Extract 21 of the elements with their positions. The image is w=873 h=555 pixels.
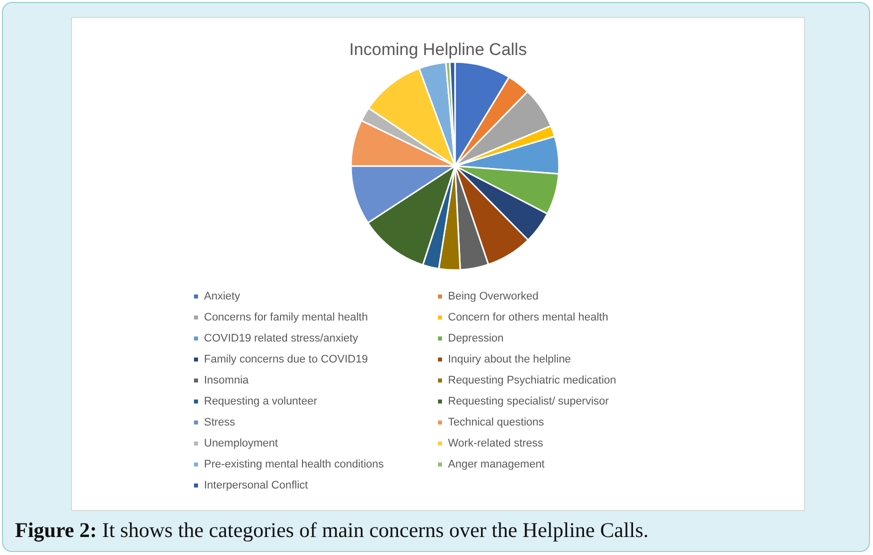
legend-label: Requesting specialist/ supervisor [448, 396, 610, 408]
legend-label: Depression [448, 332, 504, 344]
legend-label: Concern for others mental health [448, 312, 608, 324]
legend-label: Inquiry about the helpline [448, 354, 571, 366]
legend-label: Pre-existing mental health conditions [204, 458, 384, 470]
legend-label: Stress [204, 416, 236, 428]
legend-label: Concerns for family mental health [204, 312, 368, 324]
legend-label: Unemployment [204, 438, 278, 450]
legend-label: Being Overworked [448, 290, 538, 302]
legend-label: Technical questions [448, 416, 545, 428]
caption: Figure 2: It shows the categories of main concerns over the Helpline Calls. [14, 517, 650, 544]
legend-label: Anxiety [204, 290, 241, 302]
legend-label: Requesting Psychiatric medication [448, 374, 616, 386]
legend-label: Work-related stress [448, 438, 544, 450]
legend-label: Requesting a volunteer [204, 396, 318, 408]
legend-label: COVID19 related stress/anxiety [204, 332, 359, 344]
legend-label: Insomnia [204, 374, 250, 386]
chart-title: Incoming Helpline Calls [349, 40, 527, 59]
legend-label: Anger management [448, 458, 545, 470]
legend-label: Interpersonal Conflict [204, 480, 308, 492]
legend-label: Family concerns due to COVID19 [204, 354, 368, 366]
